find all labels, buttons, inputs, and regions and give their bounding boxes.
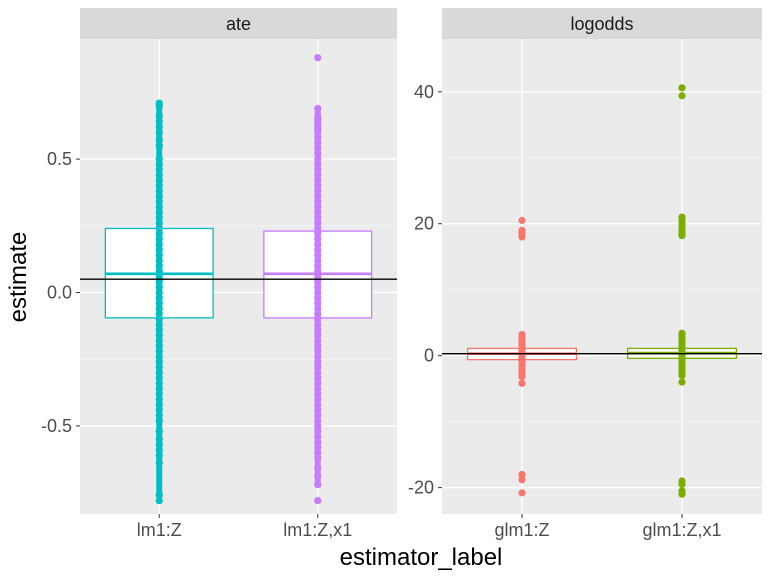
data-point: [518, 489, 526, 497]
y-tick-label: 0.5: [47, 149, 72, 169]
y-tick-label: 40: [414, 82, 434, 102]
facet-strip-label: logodds: [570, 14, 633, 34]
y-tick-label: 20: [414, 214, 434, 234]
x-tick-label: glm1:Z: [494, 520, 549, 540]
y-axis-title: estimate: [5, 232, 32, 323]
data-point: [678, 378, 686, 386]
data-point: [678, 480, 686, 488]
facet-strip-label: ate: [226, 14, 251, 34]
data-point: [678, 92, 686, 100]
x-tick-label: glm1:Z,x1: [642, 520, 721, 540]
data-point: [678, 490, 686, 498]
data-point: [314, 54, 322, 62]
y-tick-label: -0.5: [41, 416, 72, 436]
y-tick-label: 0: [424, 346, 434, 366]
facet-strip: [442, 8, 762, 39]
x-tick-label: lm1:Z: [137, 520, 182, 540]
facet-logodds: logodds -20 0 20 40 glm1:Z glm1:Z,x1: [408, 8, 762, 540]
panel-background: [442, 39, 762, 514]
data-point: [155, 497, 163, 505]
data-point: [678, 231, 686, 240]
y-tick-label: -20: [408, 478, 434, 498]
x-tick-label: lm1:Z,x1: [283, 520, 352, 540]
data-point: [518, 379, 526, 387]
data-point: [314, 497, 322, 505]
facet-ate: ate -0.5 0.0 0.5 lm1:Z lm1:Z,x1: [41, 8, 397, 540]
data-point: [518, 476, 526, 484]
y-tick-label: 0.0: [47, 283, 72, 303]
facet-strip: [80, 8, 397, 39]
data-point: [518, 233, 526, 241]
facet-panels: ate -0.5 0.0 0.5 lm1:Z lm1:Z,x1 logodds -20 0 20 4…: [41, 8, 762, 540]
data-point: [518, 470, 526, 479]
x-axis-title: estimator_label: [340, 544, 503, 571]
data-point: [678, 84, 686, 92]
data-point: [518, 216, 526, 225]
